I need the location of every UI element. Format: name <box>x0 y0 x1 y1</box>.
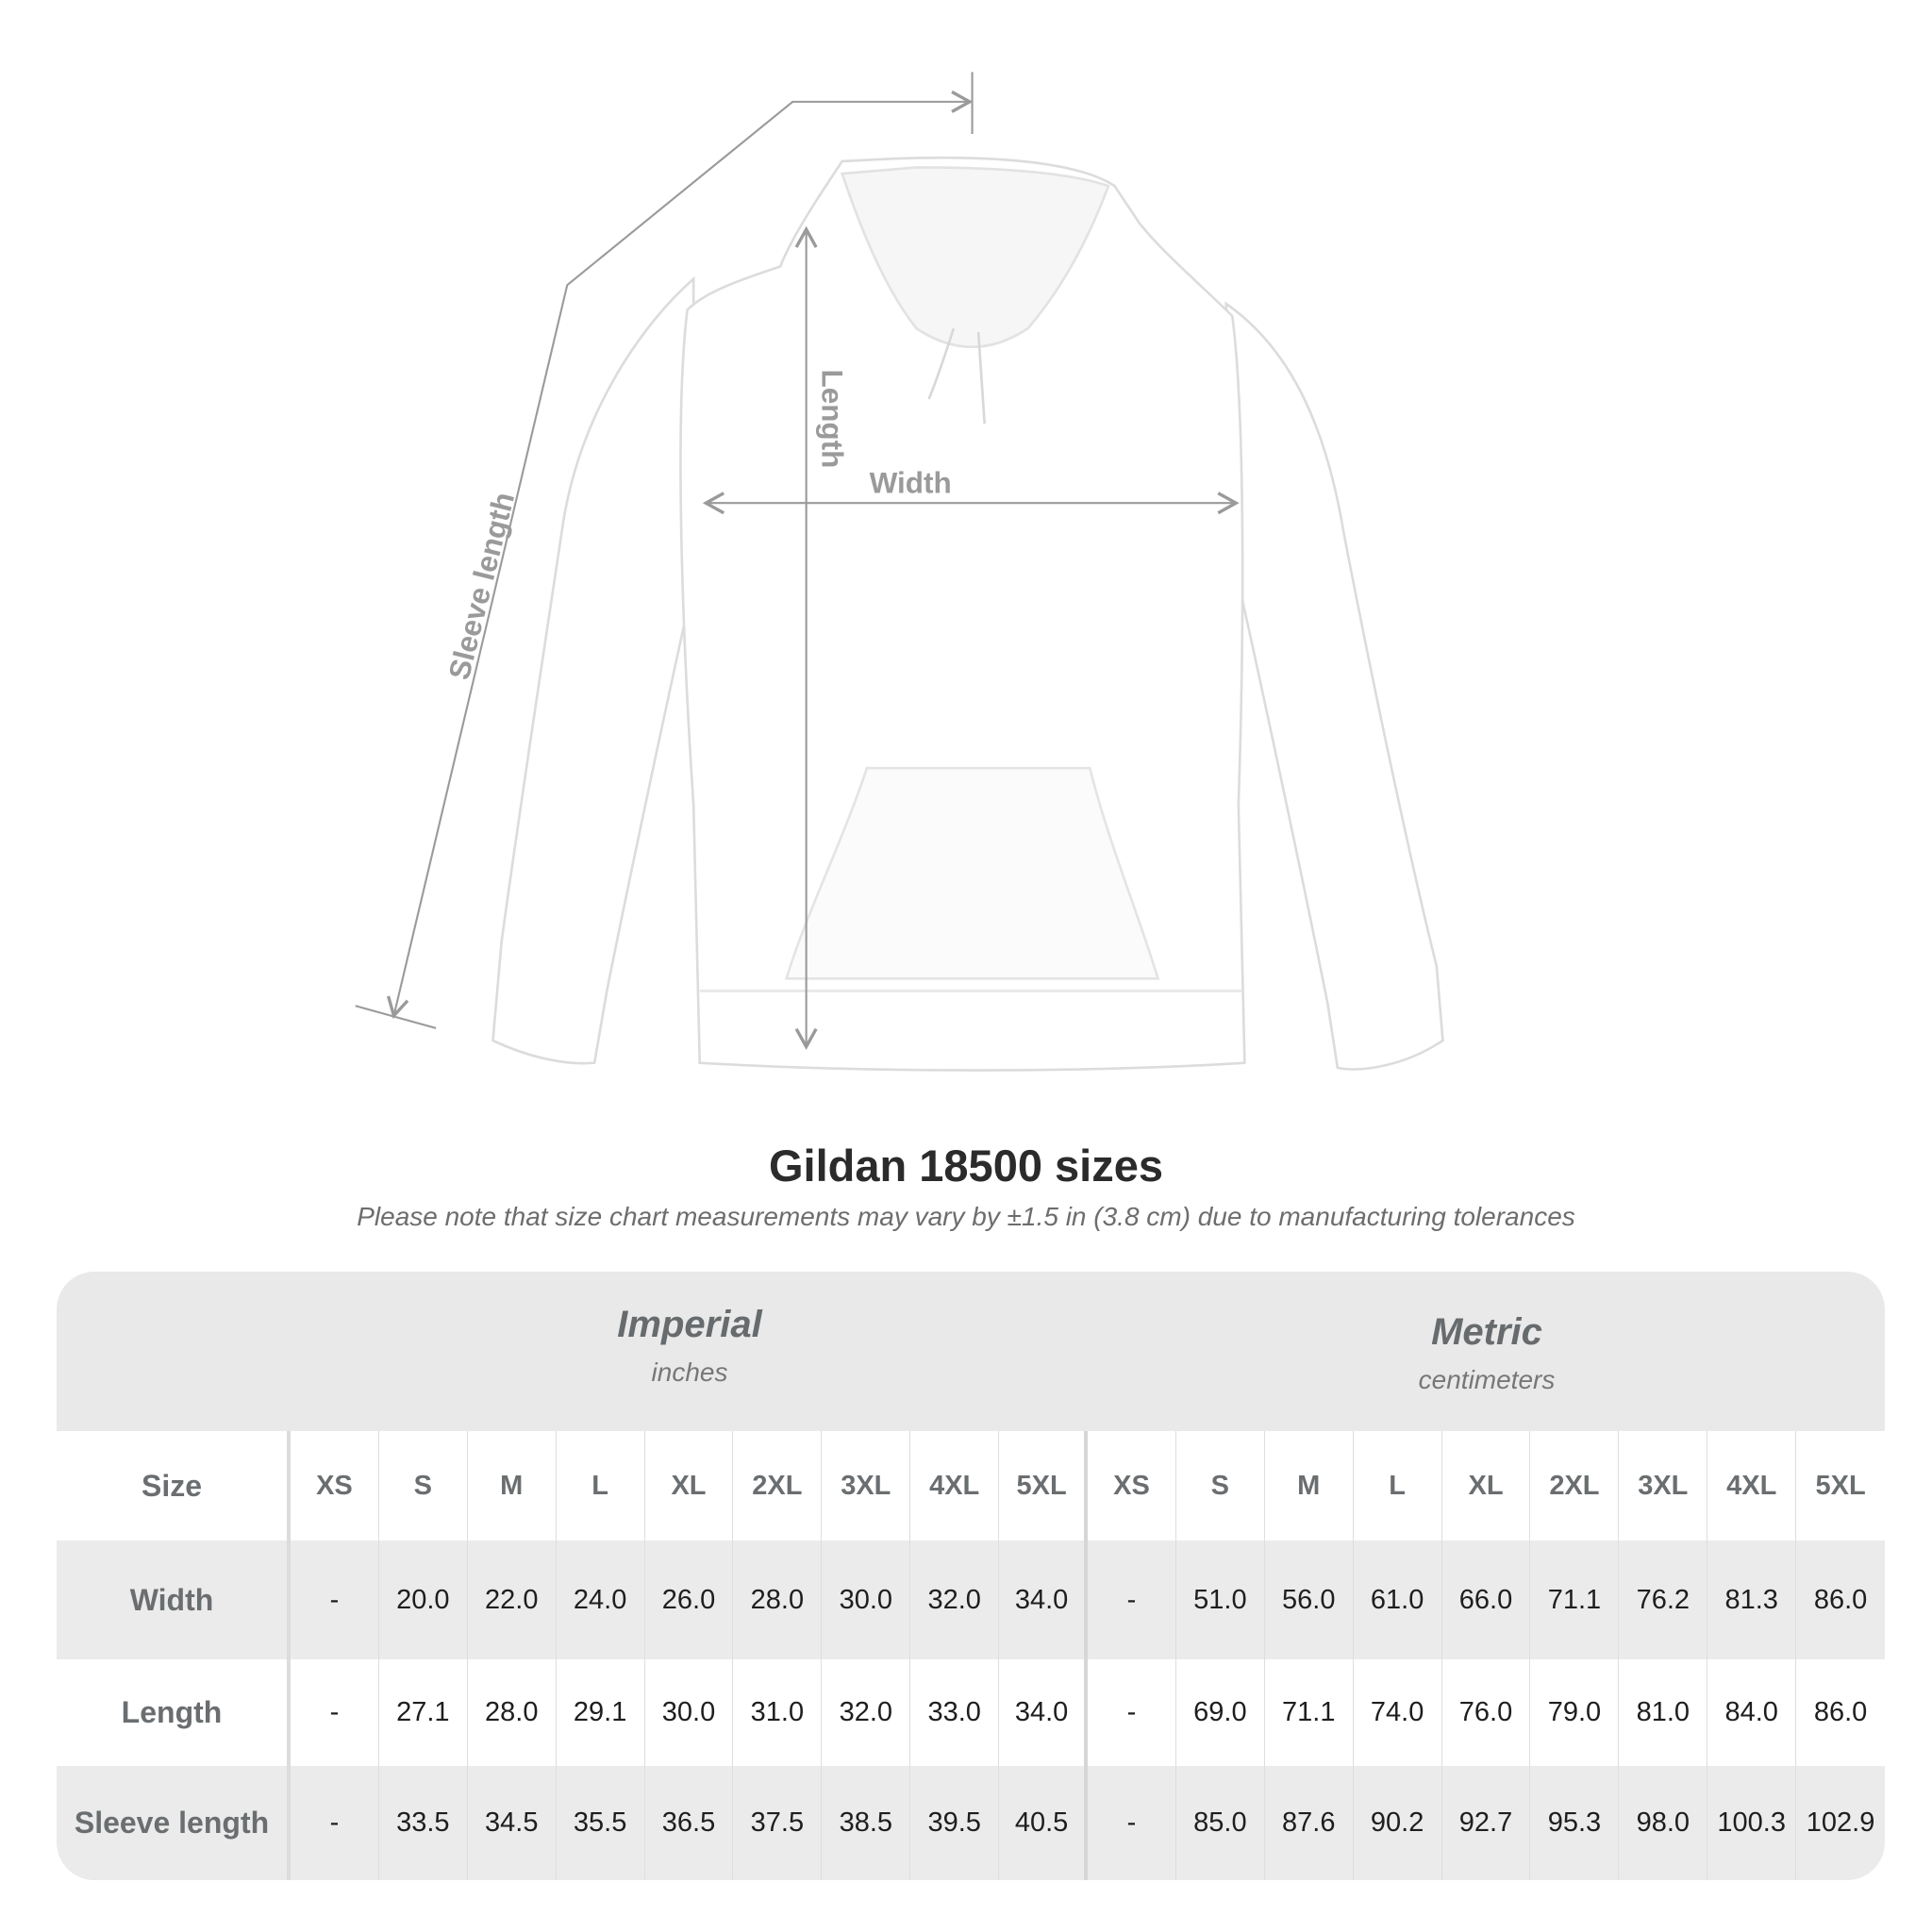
value-cell: 87.6 <box>1265 1766 1354 1880</box>
value-cell: 31.0 <box>733 1659 823 1766</box>
value-cell: 71.1 <box>1530 1541 1620 1659</box>
value-cell: 26.0 <box>645 1541 734 1659</box>
value-cell: 86.0 <box>1813 1697 1868 1727</box>
value-cell: 36.5 <box>645 1766 734 1880</box>
value-cell: 33.0 <box>910 1659 1000 1766</box>
hoodie-image <box>491 156 1444 1072</box>
size-header-cell: 3XL <box>822 1431 911 1541</box>
value-cell: - <box>291 1766 379 1880</box>
value-cell: - <box>1088 1541 1176 1659</box>
value-cell: 69.0 <box>1176 1659 1265 1766</box>
value-cell: - <box>291 1659 379 1766</box>
size-header-cell: XL <box>645 1431 734 1541</box>
value-cell: 74.0 <box>1354 1659 1442 1766</box>
size-header-row: Size XS S M L XL 2XL 3XL 4XL 5XL XS S M L XL 2XL 3XL 4XL 5… <box>57 1431 1885 1541</box>
row-label: Width <box>57 1541 291 1659</box>
value-cell: 90.2 <box>1354 1766 1442 1880</box>
value-cell: 29.1 <box>557 1659 645 1766</box>
size-header-cell: 4XL <box>1707 1431 1797 1541</box>
imperial-title: Imperial <box>617 1304 762 1345</box>
value-cell: 85.0 <box>1176 1766 1265 1880</box>
value-cell: - <box>291 1541 379 1659</box>
row-label: Length <box>57 1659 291 1766</box>
value-cell: 22.0 <box>468 1541 557 1659</box>
value-cell: 84.0 <box>1707 1659 1797 1766</box>
table-row: Width -20.0 22.0 24.0 26.0 28.0 30.0 32.0 34.0-5… <box>57 1541 1885 1659</box>
value-cell: 39.5 <box>910 1766 1000 1880</box>
value-cell: 79.0 <box>1530 1659 1620 1766</box>
value-cell: 28.0 <box>468 1659 557 1766</box>
value-cell: 66.0 <box>1442 1541 1531 1659</box>
size-chart-table: Imperial inches Metric centimeters Size X… <box>57 1272 1885 1880</box>
value-cell: 20.0 <box>379 1541 468 1659</box>
value-cell: 28.0 <box>733 1541 823 1659</box>
value-cell: 51.0 <box>1176 1541 1265 1659</box>
measurement-lines <box>355 72 1240 1051</box>
size-header-cell: XL <box>1442 1431 1531 1541</box>
row-label: Sleeve length <box>57 1766 291 1880</box>
value-cell: 35.5 <box>557 1766 645 1880</box>
value-cell: 86.0 <box>1813 1584 1868 1615</box>
value-cell: 76.0 <box>1442 1659 1531 1766</box>
value-cell: 24.0 <box>557 1541 645 1659</box>
size-header-cell: S <box>1176 1431 1265 1541</box>
value-cell: 34.0 <box>999 1659 1089 1766</box>
value-cell: 34.5 <box>468 1766 557 1880</box>
length-label: Length <box>816 369 850 468</box>
table-row: Length -27.1 28.0 29.1 30.0 31.0 32.0 33.0 34.0-… <box>57 1659 1885 1766</box>
size-header-cell: 3XL <box>1619 1431 1708 1541</box>
value-cell: 56.0 <box>1265 1541 1354 1659</box>
size-header-cell: L <box>1354 1431 1442 1541</box>
size-header-cell: M <box>468 1431 557 1541</box>
value-cell: 71.1 <box>1265 1659 1354 1766</box>
value-cell: 30.0 <box>822 1541 911 1659</box>
tolerance-note: Please note that size chart measurements… <box>357 1202 1575 1231</box>
value-cell: 98.0 <box>1619 1766 1708 1880</box>
units-header: Imperial inches Metric centimeters <box>57 1272 1885 1431</box>
sleeve-length-line <box>387 90 974 1020</box>
size-header-cell: 5XL <box>999 1431 1089 1541</box>
value-cell: 40.5 <box>999 1766 1089 1880</box>
size-header-cell: L <box>557 1431 645 1541</box>
value-cell: 38.5 <box>822 1766 911 1880</box>
value-cell: 100.3 <box>1707 1766 1797 1880</box>
imperial-unit: inches <box>651 1357 728 1387</box>
value-cell: 37.5 <box>733 1766 823 1880</box>
value-cell: 34.0 <box>999 1541 1089 1659</box>
size-header-cell: 2XL <box>1530 1431 1620 1541</box>
size-header-cell: 2XL <box>733 1431 823 1541</box>
size-header-cell: XS <box>1088 1431 1176 1541</box>
value-cell: 32.0 <box>822 1659 911 1766</box>
value-cell: - <box>1088 1766 1176 1880</box>
table-row: Sleeve length -33.5 34.5 35.5 36.5 37.5 38.5 39… <box>57 1766 1885 1880</box>
size-header-cell: M <box>1265 1431 1354 1541</box>
value-cell: 61.0 <box>1354 1541 1442 1659</box>
value-cell: 102.9 <box>1806 1807 1875 1838</box>
size-header-cell: 5XL <box>1815 1470 1866 1501</box>
sleeve-length-label: Sleeve length <box>441 489 521 683</box>
width-label: Width <box>870 466 952 500</box>
size-header-cell: 4XL <box>910 1431 1000 1541</box>
value-cell: 30.0 <box>645 1659 734 1766</box>
value-cell: 81.3 <box>1707 1541 1797 1659</box>
value-cell: 32.0 <box>910 1541 1000 1659</box>
size-header-cell: S <box>379 1431 468 1541</box>
value-cell: 92.7 <box>1442 1766 1531 1880</box>
row-label: Size <box>57 1431 291 1541</box>
metric-header: Metric centimeters <box>1088 1311 1885 1395</box>
value-cell: 27.1 <box>379 1659 468 1766</box>
metric-unit: centimeters <box>1418 1365 1556 1394</box>
value-cell: 33.5 <box>379 1766 468 1880</box>
value-cell: - <box>1088 1659 1176 1766</box>
page-title: Gildan 18500 sizes <box>768 1141 1164 1191</box>
size-header-cell: XS <box>291 1431 379 1541</box>
value-cell: 76.2 <box>1619 1541 1708 1659</box>
value-cell: 81.0 <box>1619 1659 1708 1766</box>
value-cell: 95.3 <box>1530 1766 1620 1880</box>
metric-title: Metric <box>1431 1311 1542 1353</box>
hoodie-illustration: Sleeve length Length Width <box>355 72 1444 1072</box>
imperial-header: Imperial inches <box>291 1304 1089 1388</box>
